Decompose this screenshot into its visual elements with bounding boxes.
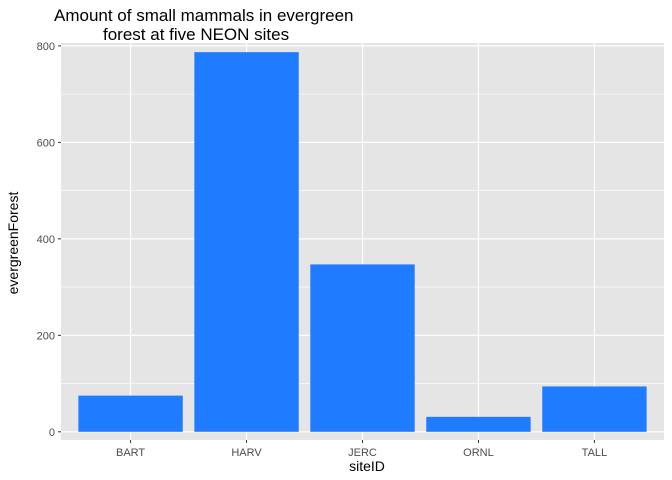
y-tick-label: 600 — [37, 137, 55, 149]
y-axis-title: evergreenForest — [5, 192, 21, 295]
chart-title-line-1: Amount of small mammals in evergreen — [54, 6, 354, 25]
y-tick-label: 200 — [37, 330, 55, 342]
bar-ornl — [426, 416, 531, 432]
x-tick-label: BART — [116, 447, 145, 459]
y-tick-label: 400 — [37, 234, 55, 246]
bar-jerc — [310, 264, 415, 432]
chart-title-line-2: forest at five NEON sites — [103, 25, 290, 44]
x-axis-title: siteID — [349, 458, 385, 474]
x-tick-label: JERC — [348, 447, 377, 459]
y-tick-label: 800 — [37, 41, 55, 53]
x-axis: BART HARV JERC ORNL TALL — [116, 440, 607, 459]
bar-harv — [194, 52, 299, 432]
bar-tall — [542, 386, 647, 432]
y-axis: 0 200 400 600 800 — [37, 41, 61, 439]
x-tick-label: ORNL — [463, 447, 494, 459]
y-tick-label: 0 — [49, 427, 55, 439]
bar-bart — [78, 395, 183, 432]
bars — [78, 52, 647, 432]
x-tick-label: TALL — [582, 447, 607, 459]
x-tick-label: HARV — [231, 447, 262, 459]
